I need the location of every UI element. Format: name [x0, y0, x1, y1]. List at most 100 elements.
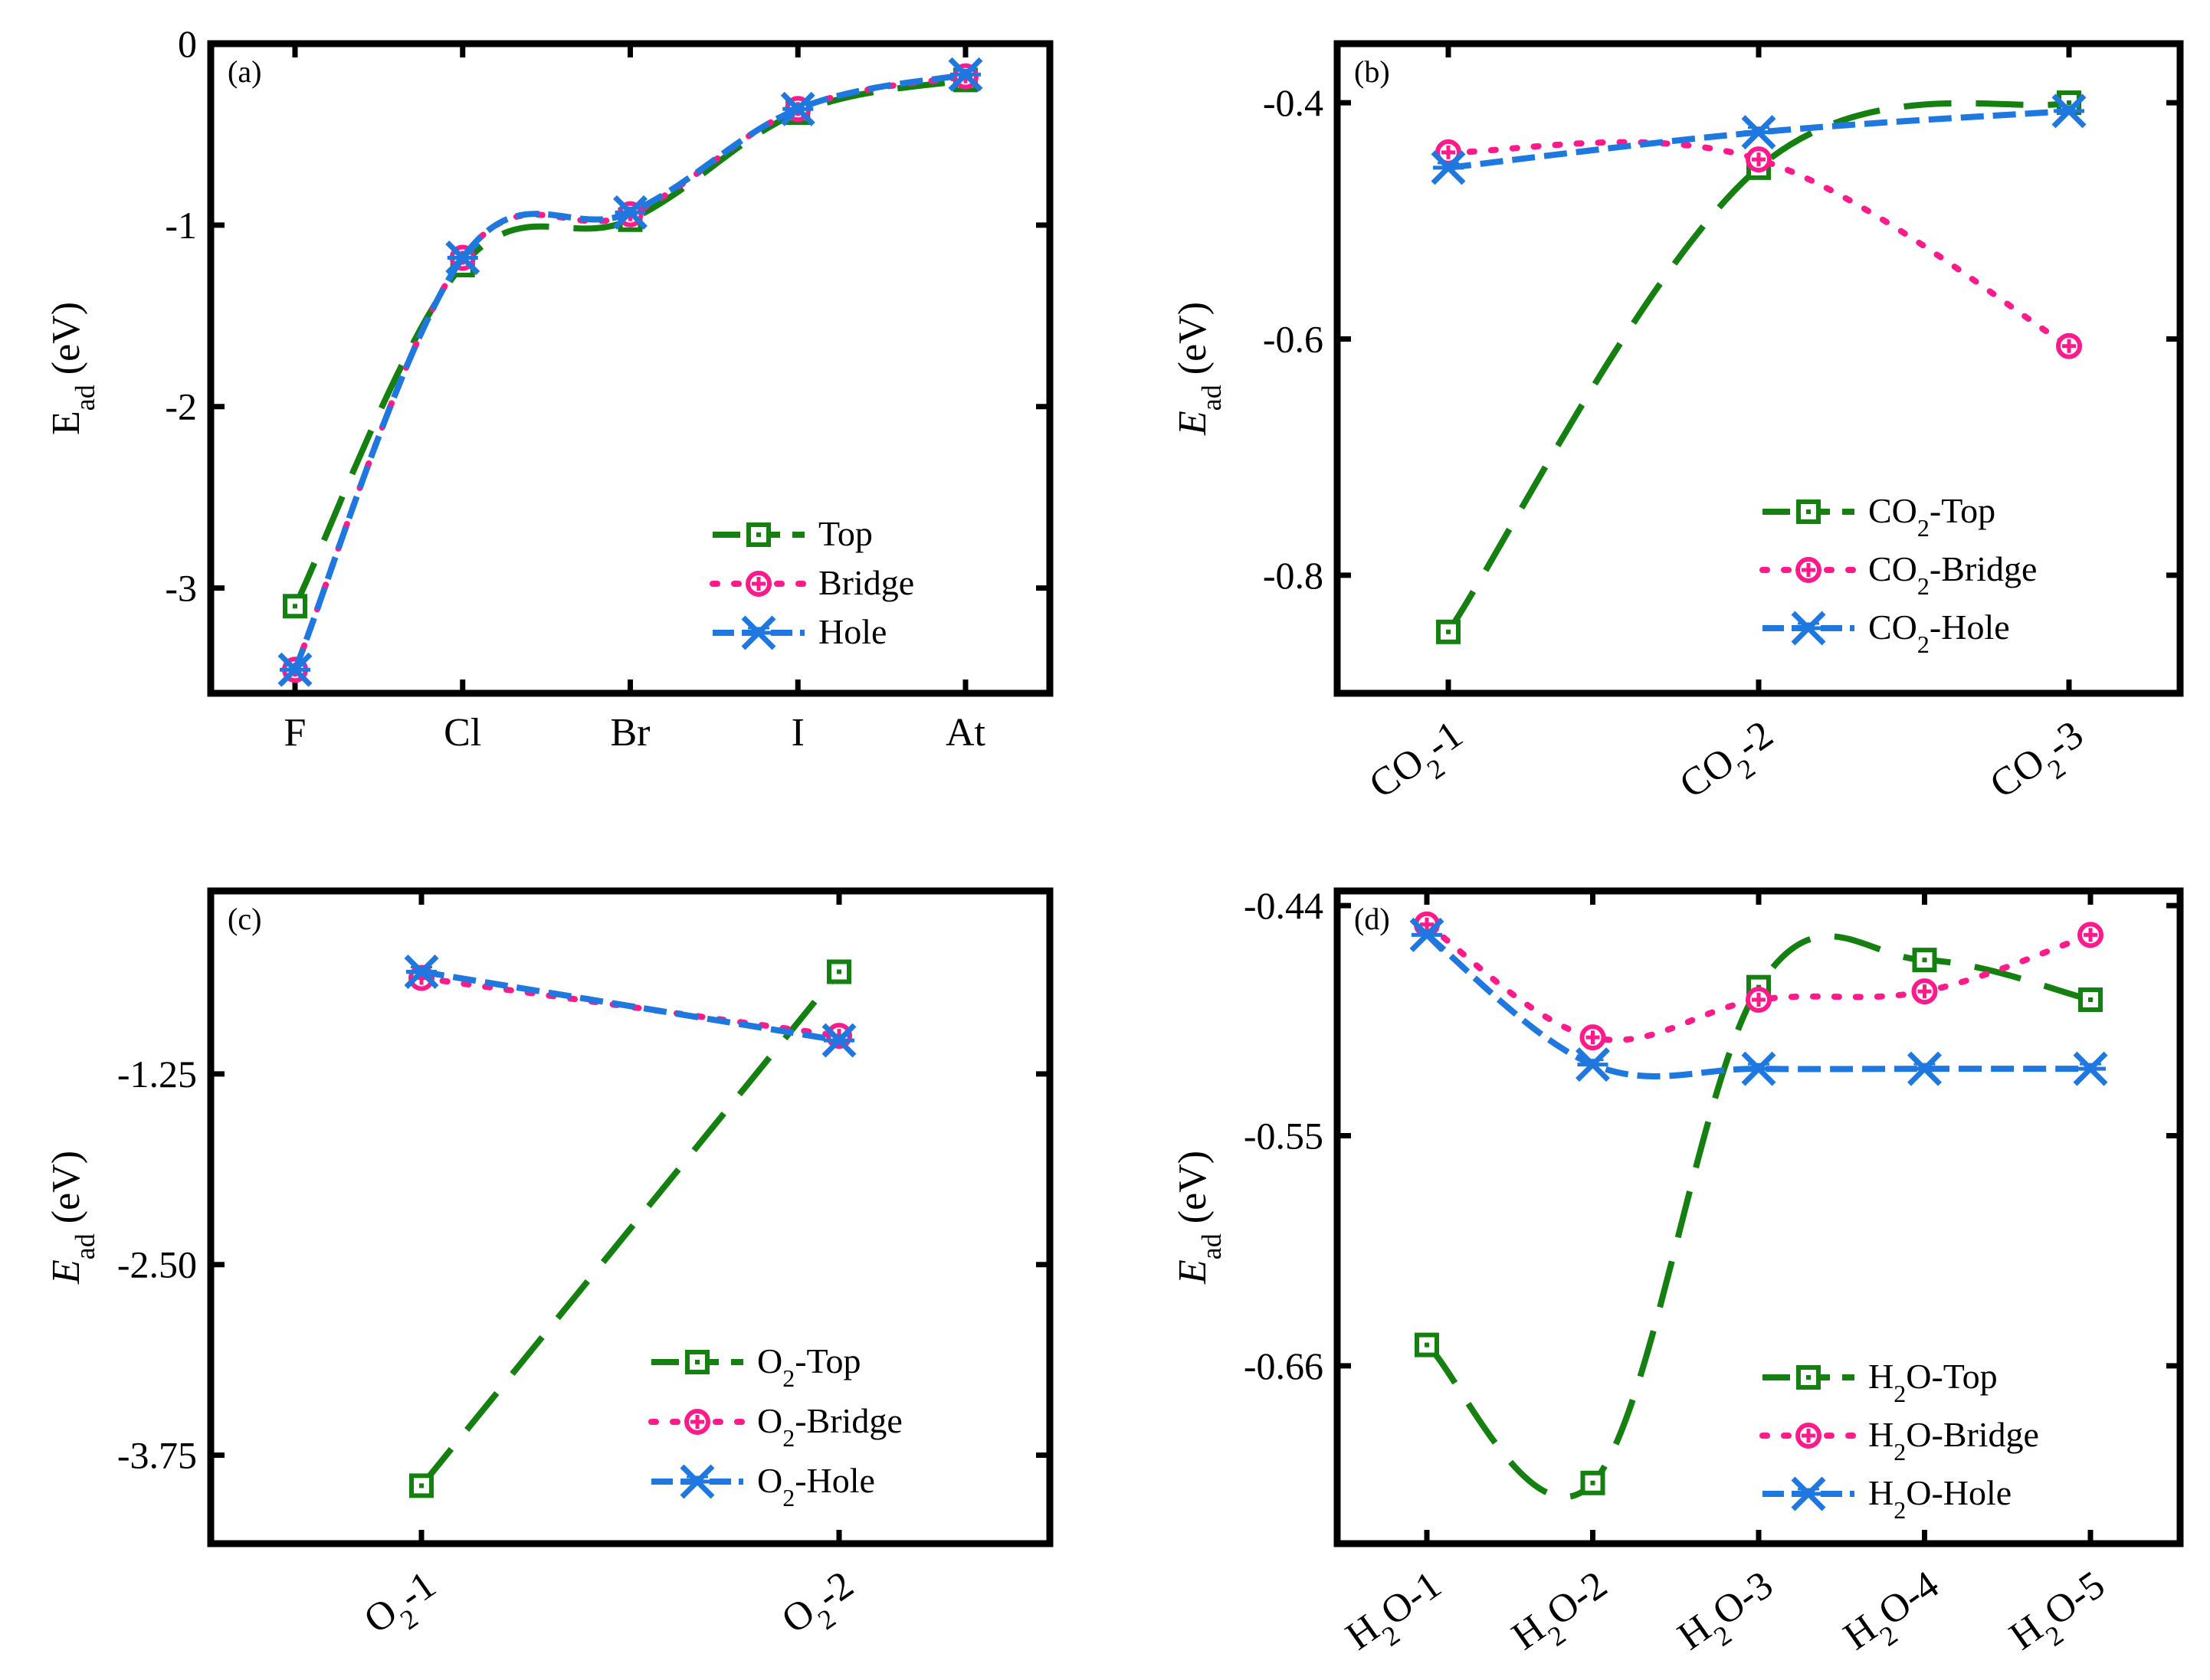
legend-label-top-part: 2 — [1894, 1380, 1906, 1407]
y-axis-label: Ead (eV) — [44, 1151, 100, 1285]
series-top — [409, 959, 851, 1498]
series-hole — [404, 955, 857, 1058]
y-tick-label: -0.66 — [1244, 1344, 1323, 1387]
legend-marker-bridge — [1795, 557, 1821, 583]
x-tick-label-part: I — [792, 711, 805, 755]
data-point-hole — [445, 241, 480, 275]
data-point-bridge — [2077, 922, 2103, 948]
legend-marker-hole — [680, 1464, 715, 1499]
legend-marker-hole — [1791, 1476, 1826, 1511]
x-tick-label: H2O-3 — [1670, 1563, 1788, 1669]
x-tick-label-group: O2-1 — [356, 1563, 444, 1642]
x-tick-label-part: CO — [1362, 739, 1432, 807]
legend-label-top: CO2-Top — [1868, 491, 1995, 542]
x-tick-label: H2O-1 — [1338, 1563, 1456, 1669]
legend-label-hole-part: -Hole — [795, 1461, 875, 1500]
y-tick-label: -2.50 — [117, 1243, 197, 1286]
x-tick-label-part: CO — [1672, 739, 1743, 807]
data-point-hole — [1576, 1047, 1610, 1082]
legend-label-bridge-part: O-Bridge — [1906, 1415, 2039, 1454]
legend-label-top-part: H — [1868, 1357, 1894, 1396]
y-axis-label-sub: ad — [1196, 385, 1227, 411]
x-tick-label-group: CO2-2 — [1672, 712, 1781, 807]
series-line-bridge — [418, 974, 842, 1040]
data-point-hole — [1431, 150, 1466, 185]
legend-marker-top — [1796, 499, 1821, 524]
legend-label-bridge-part: 2 — [1917, 572, 1930, 600]
series-line-hole — [421, 968, 840, 1044]
x-tick-label: At — [946, 711, 986, 755]
data-point-top — [1912, 948, 1937, 973]
legend-marker-hole — [741, 615, 776, 650]
data-point-top — [2078, 987, 2103, 1012]
panel-label: (c) — [228, 902, 261, 936]
y-axis-label-sub: ad — [70, 385, 100, 411]
data-point-hole — [1409, 917, 1444, 952]
x-tick-label: CO2-3 — [1982, 712, 2098, 817]
legend-label-bridge: CO2-Bridge — [1868, 549, 2037, 600]
plot-frame — [207, 887, 1054, 1547]
y-tick-label: 0 — [178, 22, 197, 65]
legend-label-top-part: 2 — [1917, 514, 1930, 542]
data-point-bridge — [1746, 987, 1772, 1013]
legend-label-top-part: O-Top — [1906, 1357, 1997, 1396]
panel-label: (b) — [1354, 54, 1390, 89]
x-tick-label-part: F — [284, 711, 307, 755]
data-point-bridge — [1579, 1024, 1606, 1051]
legend-marker-bridge — [746, 571, 772, 597]
x-tick-label-group: H2O-4 — [1836, 1563, 1954, 1669]
legend-label-top: Top — [818, 514, 873, 553]
y-axis-label-main: E — [1171, 1259, 1215, 1285]
x-tick-label: H2O-4 — [1836, 1563, 1954, 1669]
legend-label-bridge-part: O — [757, 1401, 782, 1440]
y-axis-label-unit: (eV) — [1171, 1151, 1215, 1233]
y-tick-label: -0.44 — [1244, 884, 1323, 927]
legend-label-bridge-part: 2 — [782, 1424, 795, 1452]
y-tick-label: -3.75 — [117, 1434, 197, 1477]
legend-label-hole: H2O-Hole — [1868, 1473, 2012, 1524]
plot-frame — [207, 40, 1054, 697]
y-axis-label: Ead (eV) — [1171, 1151, 1227, 1285]
x-tick-label-group: CO2-1 — [1362, 712, 1477, 817]
series-line-hole — [292, 71, 966, 671]
x-tick-label: H2O-5 — [2002, 1563, 2120, 1669]
series-line-top — [418, 969, 842, 1488]
legend-label-top-part: Top — [818, 514, 873, 553]
y-axis-label-sub: ad — [1196, 1233, 1227, 1259]
legend-label-hole-part: Hole — [818, 612, 887, 651]
x-tick-label: CO2-1 — [1362, 712, 1477, 817]
y-axis-label-sub: ad — [70, 1233, 100, 1259]
y-tick-label: -0.55 — [1244, 1115, 1323, 1158]
data-point-hole — [2073, 1051, 2108, 1086]
legend-label-hole-part: 2 — [782, 1484, 795, 1511]
data-point-hole — [404, 955, 439, 989]
x-tick-label-group: H2O-2 — [1504, 1563, 1615, 1659]
x-tick-label: I — [792, 711, 805, 755]
y-axis-label: Ead (eV) — [1171, 302, 1227, 436]
legend-label-bridge: Bridge — [818, 563, 914, 602]
data-point-top — [1580, 1470, 1605, 1495]
legend-label-hole-part: 2 — [1917, 630, 1930, 658]
legend-marker-top — [1796, 1365, 1821, 1390]
x-tick-label-group: O2-2 — [774, 1563, 861, 1642]
chart-panel-d: -0.44 -0.55 -0.66 H2O-1 H2O-2 H2O-3 H2O-4 H2O-5… — [1171, 884, 2184, 1669]
y-tick-label: -3 — [165, 567, 197, 610]
series-top — [1415, 933, 2103, 1500]
y-tick-label: -0.8 — [1263, 554, 1323, 597]
legend-label-top-part: O — [757, 1341, 782, 1380]
legend-label-hole: Hole — [818, 612, 887, 651]
data-point-hole — [613, 195, 648, 230]
x-tick-label: Br — [611, 711, 651, 755]
legend-label-top-part: 2 — [782, 1364, 795, 1392]
x-tick-label-part: Cl — [444, 711, 481, 755]
data-point-top — [1415, 1332, 1439, 1357]
y-tick-label: -0.6 — [1263, 317, 1323, 360]
y-axis-label-unit: (eV) — [44, 1151, 88, 1233]
series-line-bridge — [292, 73, 969, 673]
legend-label-hole: CO2-Hole — [1868, 607, 2010, 658]
chart-panel-b: -0.4 -0.6 -0.8 CO2-1 CO2-2 CO2-3 (b) Ead (eV) CO… — [1171, 40, 2184, 817]
y-axis-label-main: E — [44, 1259, 88, 1285]
panel-label: (d) — [1354, 902, 1390, 936]
